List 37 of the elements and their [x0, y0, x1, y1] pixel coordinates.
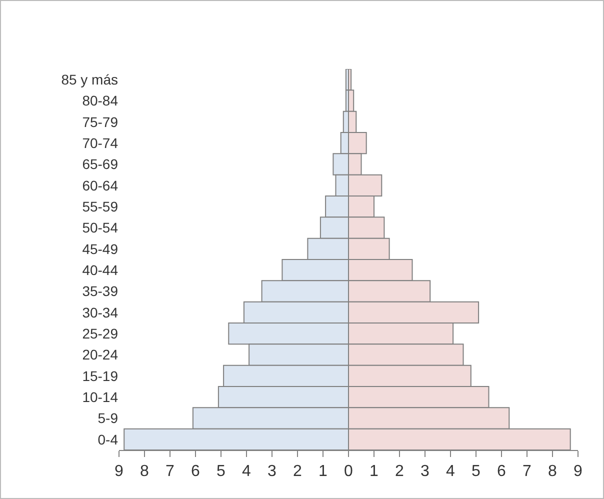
y-tick-label: 30-34 [82, 304, 118, 320]
x-tick-label: 5 [216, 463, 226, 480]
x-tick-label: 6 [497, 463, 506, 480]
y-tick-label: 60-64 [82, 177, 118, 194]
y-tick-label: 65-69 [82, 156, 118, 172]
y-tick-label: 25-29 [82, 325, 118, 342]
y-tick-label: 70-74 [82, 134, 118, 151]
x-tick-label: 5 [472, 463, 481, 480]
y-tick-label: 15-19 [82, 368, 118, 384]
x-tick-label: 4 [446, 463, 456, 480]
x-tick-label: 0 [344, 463, 354, 480]
x-tick-label: 6 [191, 463, 200, 480]
x-tick-label: 9 [114, 463, 124, 480]
y-tick-label: 85 y más [61, 71, 118, 88]
x-tick-label: 1 [370, 463, 379, 480]
y-tick-label: 5-9 [98, 410, 118, 426]
y-tick-label: 80-84 [82, 92, 118, 109]
x-tick-label: 4 [242, 463, 252, 480]
y-tick-label: 10-14 [82, 388, 118, 405]
x-tick-label: 8 [140, 463, 150, 480]
y-tick-label: 40-44 [82, 262, 118, 278]
x-tick-label: 3 [268, 463, 277, 480]
x-tick-label: 2 [293, 463, 302, 480]
x-tick-label: 7 [166, 463, 175, 480]
y-tick-label: 50-54 [82, 220, 118, 236]
y-tick-label: 45-49 [82, 240, 118, 257]
y-tick-label: 75-79 [82, 114, 118, 130]
x-tick-label: 9 [574, 463, 583, 480]
x-tick-label: 3 [420, 463, 430, 480]
x-tick-label: 2 [395, 463, 404, 480]
y-tick-label: 35-39 [82, 283, 118, 300]
y-tick-label: 0-4 [98, 431, 118, 448]
x-tick-label: 7 [522, 463, 532, 480]
x-tick-label: 8 [548, 463, 558, 480]
y-tick-label: 55-59 [82, 198, 118, 214]
y-tick-label: 20-24 [82, 346, 118, 363]
x-tick-label: 1 [318, 463, 328, 480]
